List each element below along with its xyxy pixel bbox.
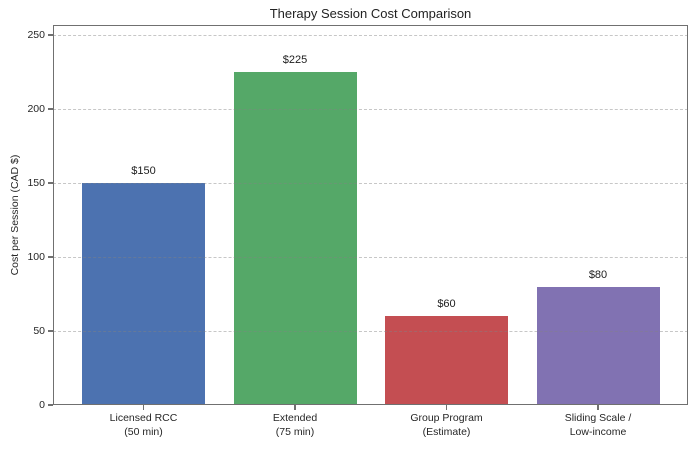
bar-value-label: $80 — [588, 268, 608, 281]
bar-0 — [82, 183, 205, 405]
y-tick-mark — [48, 182, 53, 184]
x-tick-label: Extended (75 min) — [272, 412, 318, 438]
y-tick-mark — [48, 330, 53, 332]
gridline-200 — [53, 109, 688, 110]
gridline-150 — [53, 183, 688, 184]
bar-value-label: $150 — [131, 165, 156, 177]
y-tick-mark — [48, 404, 53, 406]
x-tick-mark — [445, 405, 448, 410]
y-tick-label: 250 — [27, 28, 45, 41]
x-tick-label: Sliding Scale / Low-income — [564, 412, 632, 438]
bar-1 — [233, 72, 357, 405]
bar-value-label: $225 — [282, 54, 308, 66]
y-tick-label: 200 — [27, 102, 45, 115]
x-tick-mark — [597, 405, 599, 410]
y-tick-label: 50 — [33, 324, 45, 337]
y-tick-label: 150 — [27, 176, 45, 189]
plot-area: $150 $225 $60 $80 — [53, 25, 688, 405]
gridline-50 — [53, 331, 688, 332]
y-tick-label: 100 — [27, 250, 45, 263]
y-tick-mark — [48, 256, 53, 258]
bar-2 — [385, 316, 508, 405]
x-tick-mark — [142, 405, 145, 410]
gridline-100 — [53, 257, 688, 258]
bar-3 — [536, 286, 660, 405]
y-tick-mark — [48, 34, 53, 36]
gridline-250 — [53, 35, 688, 36]
x-tick-mark — [294, 405, 296, 410]
x-tick-label: Licensed RCC (50 min) — [109, 412, 178, 438]
bar-value-label: $60 — [437, 298, 456, 311]
chart-title: Therapy Session Cost Comparison — [269, 6, 472, 21]
y-tick-mark — [48, 108, 53, 110]
y-tick-label: 0 — [39, 398, 45, 411]
x-tick-label: Group Program (Estimate) — [410, 412, 483, 438]
